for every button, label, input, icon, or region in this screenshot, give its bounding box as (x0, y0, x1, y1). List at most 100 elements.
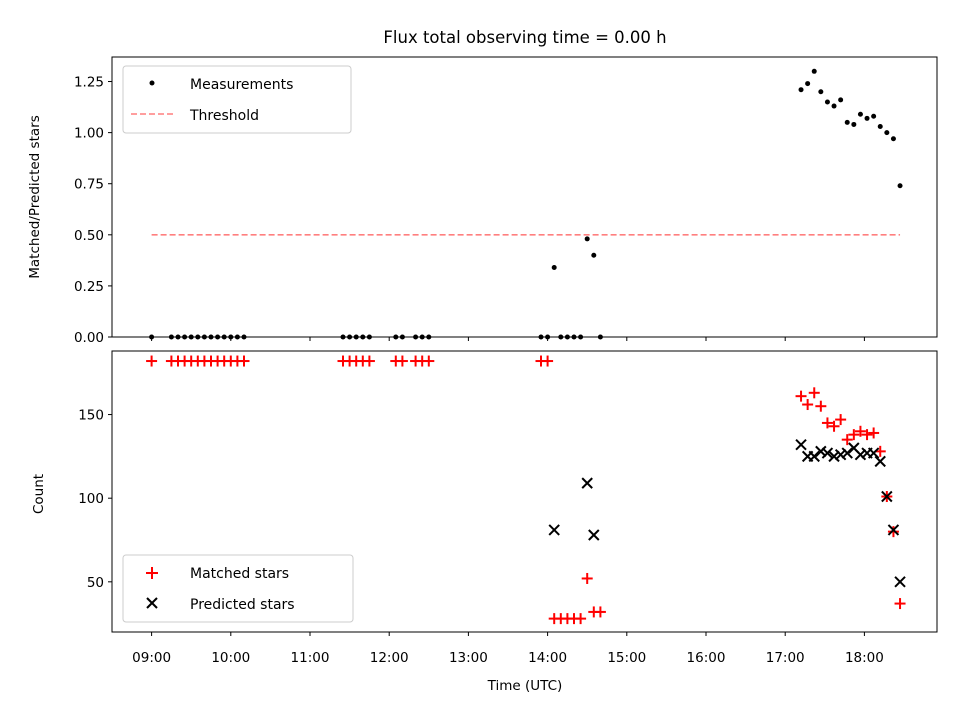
measurement-point (366, 334, 372, 340)
measurement-point (399, 334, 405, 340)
top-y-tick-label: 1.25 (74, 75, 104, 91)
measurement-point (844, 119, 850, 125)
legend-label-measurements: Measurements (190, 77, 293, 93)
x-axis-label: Time (UTC) (487, 678, 563, 694)
predicted-point (834, 448, 847, 461)
measurement-point (591, 252, 597, 258)
matched-point (594, 606, 606, 618)
top-y-ticks: 0.00 0.25 0.50 0.75 1.00 1.25 (74, 75, 112, 346)
legend-marker-measurements (149, 80, 155, 86)
measurement-point (597, 334, 603, 340)
measurement-point (838, 97, 844, 103)
measurement-point (578, 334, 584, 340)
top-y-tick-label: 1.00 (74, 126, 104, 142)
x-tick-label: 17:00 (766, 650, 805, 666)
measurement-point (824, 99, 830, 105)
measurement-point (241, 334, 247, 340)
measurement-point (571, 334, 577, 340)
bottom-legend-box (122, 554, 354, 623)
bottom-y-axis-label: Count (31, 474, 47, 514)
predicted-point (874, 455, 886, 468)
legend-marker-matched (146, 567, 158, 579)
measurement-point (877, 123, 883, 129)
measurement-point (182, 334, 188, 340)
top-y-axis-label: Matched/Predicted stars (27, 115, 43, 278)
measurement-point (360, 334, 366, 340)
matched-point (238, 355, 250, 367)
measurement-point (340, 334, 346, 340)
predicted-point (821, 447, 834, 459)
matched-point (423, 355, 435, 367)
top-panel: 0.00 0.25 0.50 0.75 1.00 1.25 Matched/Predict… (27, 56, 938, 346)
top-legend: Measurements Threshold (122, 65, 352, 134)
measurement-point (890, 136, 896, 142)
measurement-point (413, 334, 419, 340)
measurement-point (558, 334, 564, 340)
x-tick-label: 14:00 (528, 650, 567, 666)
predicted-point (894, 576, 906, 588)
matched-point (363, 355, 375, 367)
measurement-point (426, 334, 432, 340)
matched-point (802, 399, 814, 411)
top-legend-box (122, 65, 352, 134)
matched-point (815, 400, 827, 412)
measurement-point (168, 334, 174, 340)
top-y-tick-label: 0.00 (74, 330, 104, 346)
measurement-point (188, 334, 194, 340)
matched-point (396, 355, 408, 367)
matched-point (841, 434, 853, 446)
bottom-legend: Matched stars Predicted stars (122, 554, 354, 623)
measurement-point (347, 334, 353, 340)
measurement-point (175, 334, 181, 340)
x-tick-label: 18:00 (845, 650, 884, 666)
measurement-point (221, 334, 227, 340)
measurement-point (851, 121, 857, 127)
matched-point (894, 598, 906, 610)
matched-point (795, 390, 807, 402)
predicted-point (815, 445, 827, 458)
measurement-point (234, 334, 240, 340)
chart-title: Flux total observing time = 0.00 h (383, 28, 666, 47)
legend-label-matched: Matched stars (190, 566, 289, 582)
legend-label-predicted: Predicted stars (190, 597, 295, 613)
x-tick-label: 10:00 (211, 650, 250, 666)
measurement-point (884, 130, 890, 136)
measurement-point (857, 111, 863, 117)
matched-point (861, 429, 873, 441)
bottom-y-ticks: 50 100 150 (78, 408, 112, 591)
measurement-point (805, 81, 811, 87)
matched-point (821, 417, 833, 429)
top-y-tick-label: 0.50 (74, 228, 104, 244)
measurement-point (393, 334, 399, 340)
measurement-point (195, 334, 201, 340)
matched-point (581, 572, 593, 584)
matched-point (542, 355, 554, 367)
bottom-x-ticks: 09:00 10:00 11:00 12:00 13:00 14:00 15:00 16:00… (132, 632, 884, 666)
x-tick-label: 16:00 (687, 650, 726, 666)
matched-point (854, 425, 866, 437)
x-tick-label: 11:00 (291, 650, 330, 666)
bottom-data-marks (146, 355, 906, 625)
matched-point (848, 429, 860, 441)
top-y-tick-label: 0.75 (74, 177, 104, 193)
legend-label-threshold: Threshold (189, 108, 259, 124)
measurement-point (215, 334, 221, 340)
predicted-point (841, 447, 853, 459)
predicted-point (588, 529, 600, 541)
bottom-y-tick-label: 100 (78, 491, 104, 507)
measurement-point (419, 334, 425, 340)
top-x-ticks (151, 337, 865, 341)
measurement-point (798, 87, 804, 93)
matched-point (828, 420, 840, 432)
matched-point (146, 355, 158, 367)
top-y-tick-label: 0.25 (74, 279, 104, 295)
x-tick-label: 15:00 (607, 650, 646, 666)
predicted-point (581, 477, 593, 489)
bottom-y-tick-label: 50 (87, 575, 104, 591)
x-tick-label: 09:00 (132, 650, 171, 666)
predicted-point (867, 447, 880, 459)
predicted-point (808, 450, 820, 463)
predicted-point (887, 524, 900, 536)
measurement-point (871, 113, 877, 119)
